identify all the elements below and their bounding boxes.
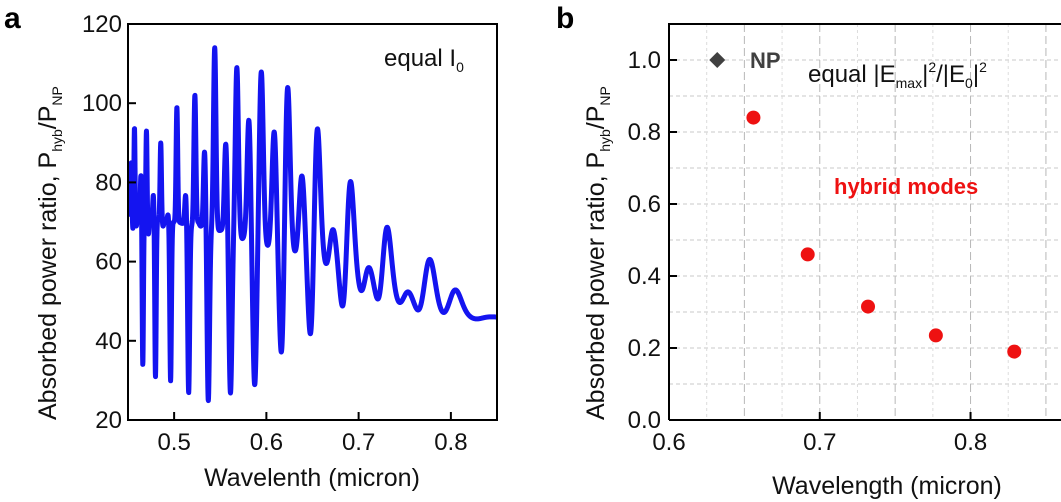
hybrid-modes-label: hybrid modes <box>834 174 978 199</box>
hybrid-mode-point <box>800 247 815 262</box>
panel-a-y-tick-label: 40 <box>95 328 122 355</box>
panel-b-annotation: equal |Emax|2/|E0|2 <box>808 59 987 91</box>
panel-a-y-tick-label: 80 <box>95 169 122 196</box>
panel-a-x-tick-label: 0.6 <box>250 429 283 456</box>
panel-b-letter: b <box>556 2 574 35</box>
panel-b-y-tick-label: 0.6 <box>628 191 661 218</box>
hybrid-mode-point <box>928 328 943 343</box>
panel-b-frame <box>668 23 1061 420</box>
panel-b: b 0.6 0.7 0.8 0.0 0.2 0.4 0.6 0.8 1.0 Wavelengt… <box>556 2 1061 500</box>
hybrid-mode-point <box>1007 344 1022 359</box>
panel-a-x-axis-label: Wavelenth (micron) <box>204 464 420 492</box>
panel-b-x-tick-label: 0.6 <box>652 429 685 456</box>
panel-a-frame <box>127 23 498 421</box>
panel-a-y-tick-label: 60 <box>95 249 122 276</box>
panel-b-x-tick-label: 0.8 <box>954 429 987 456</box>
panel-b-y-axis-label: Absorbed power ratio, Phyb/PNP <box>582 86 613 420</box>
panel-a-y-axis-label: Absorbed power ratio, Phyb/PNP <box>34 86 65 420</box>
hybrid-mode-point <box>861 299 876 314</box>
panel-b-y-tick-label: 0.4 <box>628 263 661 290</box>
panel-a-y-ticks: 20 40 60 80 100 120 <box>82 11 136 434</box>
panel-a-plot-area <box>125 45 500 404</box>
panel-b-x-ticks: 0.6 0.7 0.8 <box>652 412 987 456</box>
panel-b-y-tick-label: 1.0 <box>628 47 661 74</box>
panel-a-y-tick-label: 120 <box>82 11 122 38</box>
panel-a: a 0.5 0.6 0.7 0.8 20 40 60 80 100 120 Wavelenth … <box>4 2 500 492</box>
panel-a-x-tick-label: 0.7 <box>342 429 375 456</box>
panel-b-y-ticks: 0.0 0.2 0.4 0.6 0.8 1.0 <box>628 47 677 434</box>
np-diamond-point <box>709 52 726 68</box>
panel-a-x-tick-label: 0.5 <box>157 429 190 456</box>
hybrid-mode-point <box>746 110 761 125</box>
panel-a-annotation: equal I0 <box>384 45 464 75</box>
panel-a-y-tick-label: 20 <box>95 407 122 434</box>
panel-a-letter: a <box>4 2 21 35</box>
panel-b-y-tick-label: 0.2 <box>628 335 661 362</box>
panel-b-points <box>709 52 1022 359</box>
panel-a-x-tick-label: 0.8 <box>434 429 467 456</box>
legend-np-label: NP <box>750 48 781 73</box>
panel-b-y-tick-label: 0.0 <box>628 407 661 434</box>
panel-b-x-axis-label: Wavelength (micron) <box>772 472 1002 500</box>
legend-np: NP <box>750 48 781 73</box>
panel-a-x-ticks: 0.5 0.6 0.7 0.8 <box>157 412 468 456</box>
panel-a-y-tick-label: 100 <box>82 90 122 117</box>
panel-a-spectrum-line <box>125 45 500 404</box>
panel-b-y-tick-label: 0.8 <box>628 119 661 146</box>
panel-b-x-tick-label: 0.7 <box>803 429 836 456</box>
